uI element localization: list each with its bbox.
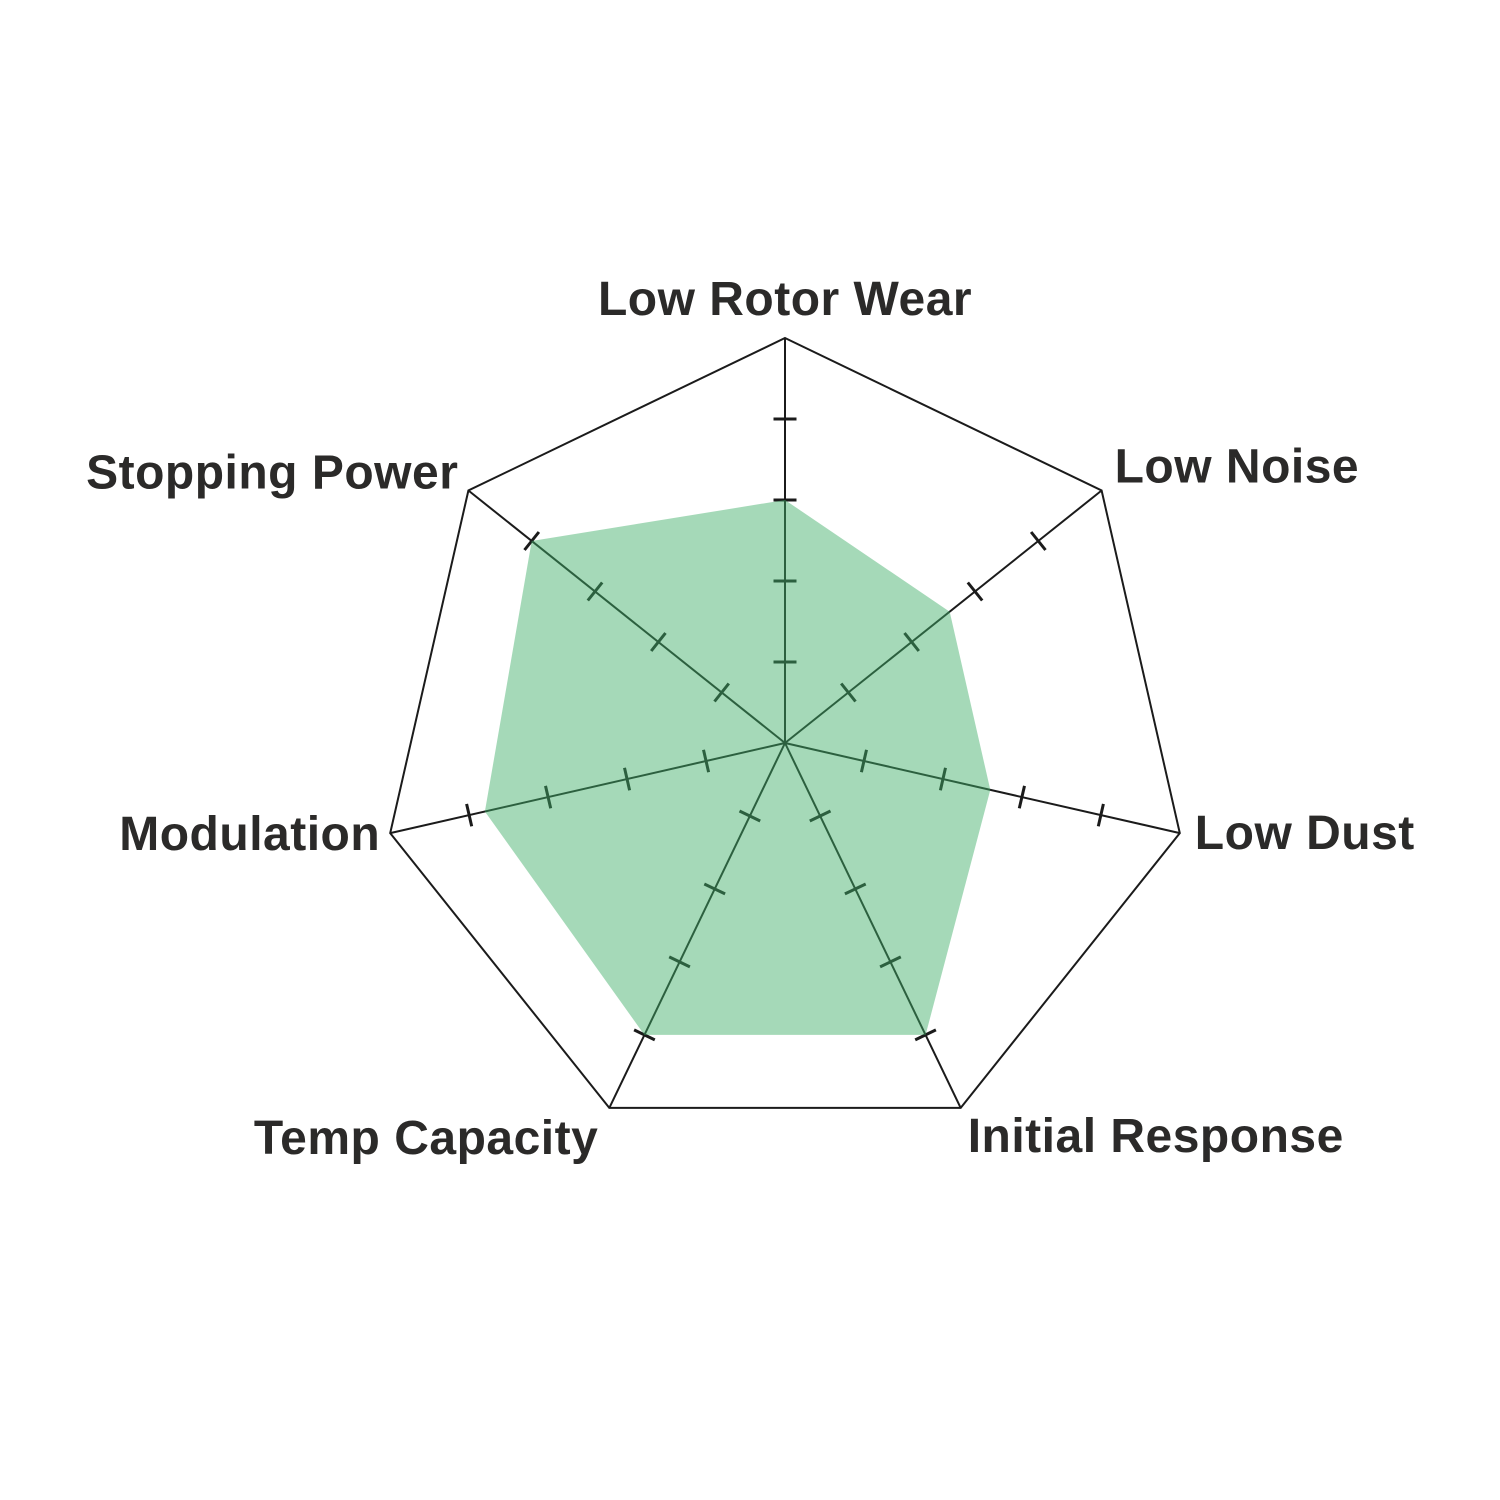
radar-axis-tick	[840, 682, 857, 703]
radar-axis-tick	[702, 749, 711, 773]
axis-label-low-rotor-wear: Low Rotor Wear	[598, 273, 972, 326]
axis-label-modulation: Modulation	[119, 808, 380, 861]
radar-axis-line	[784, 742, 1181, 835]
radar-axis-tick	[650, 632, 667, 652]
axis-label-stopping-power: Stopping Power	[86, 447, 458, 500]
radar-axis-tick	[844, 882, 867, 896]
radar-axis-tick	[668, 955, 691, 969]
radar-axis-line	[389, 742, 786, 835]
radar-axis-tick	[633, 1028, 656, 1042]
radar-axis-tick	[914, 1028, 937, 1042]
radar-axis-tick	[903, 632, 920, 652]
radar-axis-tick	[1096, 803, 1105, 827]
radar-axis-tick	[938, 767, 947, 791]
radar-axis-line	[608, 742, 786, 1109]
radar-axis-tick	[1029, 531, 1047, 551]
radar-outline	[389, 336, 1181, 1109]
radar-axis-line	[784, 489, 1103, 744]
radar-axis-tick	[1017, 785, 1026, 809]
axis-label-low-noise: Low Noise	[1115, 441, 1360, 494]
radar-axis-tick	[623, 767, 632, 791]
radar-axis-tick	[465, 803, 474, 827]
radar-axis-tick	[544, 785, 553, 809]
axis-label-low-dust: Low Dust	[1195, 807, 1415, 860]
radar-axis-line	[467, 489, 786, 744]
radar-axis-tick	[966, 581, 984, 602]
radar-axis-tick	[703, 882, 726, 896]
axis-label-temp-capacity: Temp Capacity	[254, 1112, 598, 1165]
radar-axis-tick	[738, 809, 761, 823]
radar-axis-tick	[713, 682, 730, 703]
radar-axis-tick	[586, 581, 604, 602]
radar-axis-line	[784, 742, 962, 1109]
radar-axis-tick	[809, 809, 832, 823]
axis-label-initial-response: Initial Response	[968, 1110, 1344, 1163]
radar-data-polygon	[484, 500, 991, 1035]
radar-axis-tick	[879, 955, 902, 969]
radar-axis-tick	[859, 749, 868, 773]
radar-axis-tick	[523, 531, 541, 551]
